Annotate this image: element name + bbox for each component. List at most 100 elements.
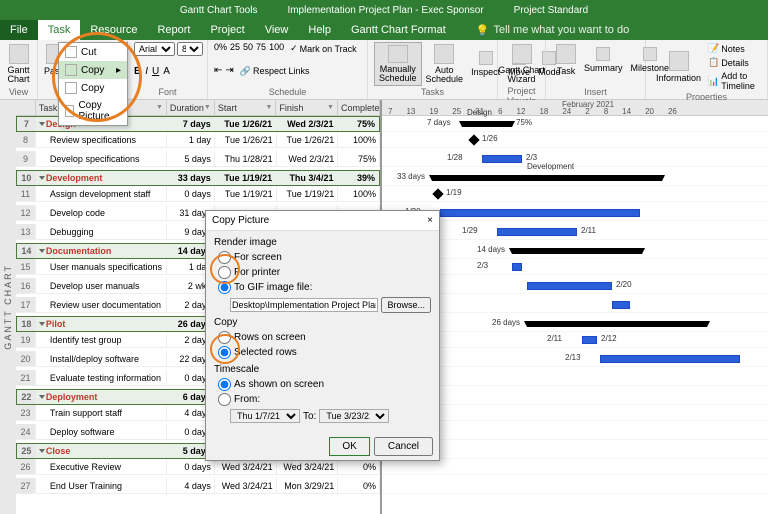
- tab-project[interactable]: Project: [200, 20, 254, 40]
- cell-finish[interactable]: Mon 3/29/21: [277, 478, 339, 493]
- radio-to-gif[interactable]: To GIF image file:: [214, 280, 431, 295]
- table-row[interactable]: 27End User Training4 daysWed 3/24/21Mon …: [16, 478, 380, 494]
- indent-button[interactable]: ⇥: [225, 65, 233, 78]
- summary-bar[interactable]: [527, 321, 707, 327]
- dialog-close-button[interactable]: ×: [427, 215, 433, 226]
- pct-0[interactable]: 0%: [214, 42, 227, 55]
- cell-start[interactable]: Tue 1/26/21: [215, 132, 277, 147]
- pct-25[interactable]: 25: [230, 42, 240, 55]
- font-color-button[interactable]: A: [163, 66, 170, 77]
- notes-button[interactable]: 📝 Notes: [705, 42, 761, 55]
- summary-bar[interactable]: [462, 121, 512, 127]
- cell-complete[interactable]: 75%: [338, 151, 380, 166]
- to-date-select[interactable]: Tue 3/23/21: [319, 409, 389, 423]
- cell-name[interactable]: User manuals specifications: [36, 259, 167, 274]
- milestone-marker[interactable]: [468, 134, 479, 145]
- details-button[interactable]: 📋 Details: [705, 56, 761, 69]
- radio-for-printer[interactable]: For printer: [214, 265, 431, 280]
- cell-finish[interactable]: Wed 3/24/21: [277, 459, 339, 474]
- cell-name[interactable]: Review specifications: [36, 132, 167, 147]
- font-size-select[interactable]: 8: [177, 42, 203, 56]
- cell-name[interactable]: Deployment: [37, 390, 167, 404]
- cell-duration[interactable]: 7 days: [167, 117, 215, 131]
- manually-schedule-button[interactable]: Manually Schedule: [374, 42, 422, 86]
- task-bar[interactable]: [482, 155, 522, 163]
- cell-duration[interactable]: 0 days: [167, 459, 215, 474]
- cell-name[interactable]: Executive Review: [36, 459, 167, 474]
- tab-report[interactable]: Report: [147, 20, 200, 40]
- cell-start[interactable]: Tue 1/19/21: [215, 186, 277, 201]
- dialog-titlebar[interactable]: Copy Picture ×: [206, 211, 439, 231]
- mark-on-track-button[interactable]: ✓ Mark on Track: [287, 42, 360, 55]
- cell-duration[interactable]: 4 days: [167, 478, 215, 493]
- respect-links-button[interactable]: 🔗 Respect Links: [237, 65, 313, 78]
- task-bar[interactable]: [600, 355, 740, 363]
- radio-selected-rows[interactable]: Selected rows: [214, 345, 431, 360]
- menu-copy-picture[interactable]: Copy Picture: [59, 97, 127, 125]
- task-bar[interactable]: [612, 301, 630, 309]
- table-row[interactable]: 8Review specifications1 dayTue 1/26/21Tu…: [16, 132, 380, 148]
- table-row[interactable]: 9Develop specifications5 daysThu 1/28/21…: [16, 151, 380, 167]
- cell-finish[interactable]: Wed 2/3/21: [276, 117, 337, 131]
- browse-button[interactable]: Browse...: [381, 297, 431, 313]
- outdent-button[interactable]: ⇤: [214, 65, 222, 78]
- from-date-select[interactable]: Thu 1/7/21: [230, 409, 300, 423]
- cell-name[interactable]: Review user documentation: [36, 297, 167, 312]
- cell-name[interactable]: Development: [37, 171, 167, 185]
- radio-rows-screen[interactable]: Rows on screen: [214, 330, 431, 345]
- cell-name[interactable]: Debugging: [36, 224, 167, 239]
- cell-finish[interactable]: Tue 1/19/21: [277, 186, 339, 201]
- summary-bar[interactable]: [512, 248, 642, 254]
- cell-complete[interactable]: 0%: [338, 478, 380, 493]
- tab-view[interactable]: View: [255, 20, 299, 40]
- task-bar[interactable]: [527, 282, 612, 290]
- menu-copy-plain[interactable]: Copy: [59, 79, 127, 97]
- cell-duration[interactable]: 0 days: [167, 186, 215, 201]
- task-bar[interactable]: [582, 336, 597, 344]
- cell-name[interactable]: Develop code: [36, 205, 167, 220]
- summary-bar[interactable]: [432, 175, 662, 181]
- cell-name[interactable]: Identify test group: [36, 332, 167, 347]
- task-bar[interactable]: [497, 228, 577, 236]
- col-id[interactable]: [16, 100, 36, 115]
- cell-start[interactable]: Tue 1/26/21: [215, 117, 276, 131]
- col-duration[interactable]: Duration▼: [167, 100, 215, 115]
- task-bar[interactable]: [512, 263, 522, 271]
- tell-me[interactable]: 💡 Tell me what you want to do: [476, 20, 629, 40]
- ok-button[interactable]: OK: [329, 437, 369, 456]
- cell-name[interactable]: Install/deploy software: [36, 351, 167, 366]
- radio-as-shown[interactable]: As shown on screen: [214, 377, 431, 392]
- italic-button[interactable]: I: [145, 66, 148, 77]
- tab-gantt-format[interactable]: Gantt Chart Format: [341, 20, 456, 40]
- cell-duration[interactable]: 5 days: [167, 151, 215, 166]
- task-bar[interactable]: [440, 209, 640, 217]
- gif-path-input[interactable]: [230, 298, 378, 312]
- cell-start[interactable]: Wed 3/24/21: [215, 459, 277, 474]
- cell-name[interactable]: Deploy software: [36, 424, 167, 439]
- tab-resource[interactable]: Resource: [80, 20, 147, 40]
- table-row[interactable]: 26Executive Review0 daysWed 3/24/21Wed 3…: [16, 459, 380, 475]
- cell-start[interactable]: Wed 3/24/21: [215, 478, 277, 493]
- radio-for-screen[interactable]: For screen: [214, 250, 431, 265]
- cell-name[interactable]: Evaluate testing information: [36, 370, 167, 385]
- information-button[interactable]: Information: [652, 42, 705, 92]
- menu-copy[interactable]: Copy▸: [59, 61, 127, 79]
- tab-task[interactable]: Task: [38, 20, 81, 40]
- cell-complete[interactable]: 75%: [337, 117, 379, 131]
- col-start[interactable]: Start▼: [215, 100, 277, 115]
- cell-complete[interactable]: 100%: [338, 186, 380, 201]
- cancel-button[interactable]: Cancel: [374, 437, 433, 456]
- cell-finish[interactable]: Wed 2/3/21: [277, 151, 339, 166]
- pct-50[interactable]: 50: [243, 42, 253, 55]
- cell-name[interactable]: End User Training: [36, 478, 167, 493]
- table-row[interactable]: 11Assign development staff0 daysTue 1/19…: [16, 186, 380, 202]
- gantt-wizard-button[interactable]: Gantt Chart Wizard: [504, 42, 539, 86]
- bold-button[interactable]: B: [134, 66, 141, 77]
- milestone-marker[interactable]: [432, 188, 443, 199]
- cell-name[interactable]: Train support staff: [36, 405, 167, 420]
- cell-name[interactable]: Develop specifications: [36, 151, 167, 166]
- summary-button[interactable]: Summary: [580, 42, 627, 78]
- pct-75[interactable]: 75: [256, 42, 266, 55]
- cell-start[interactable]: Tue 1/19/21: [215, 171, 276, 185]
- table-row[interactable]: 10Development33 daysTue 1/19/21Thu 3/4/2…: [16, 170, 380, 186]
